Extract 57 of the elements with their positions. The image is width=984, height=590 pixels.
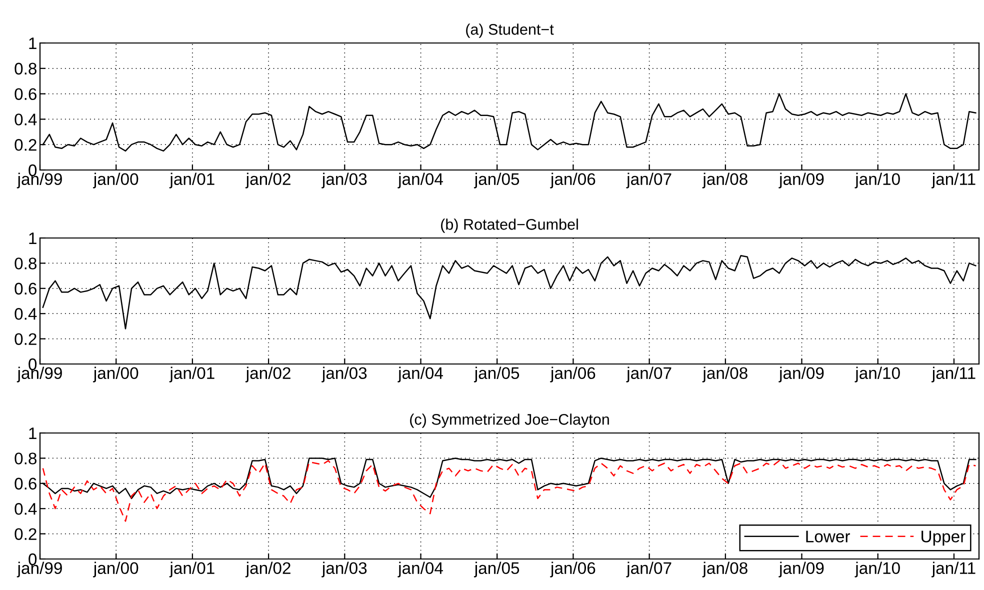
chart-title: (a) Student−t — [466, 24, 554, 38]
x-tick-label: jan/08 — [702, 366, 748, 382]
x-tick-label: jan/04 — [398, 172, 443, 188]
x-tick-label: jan/07 — [626, 562, 672, 578]
x-tick-label: jan/11 — [931, 366, 976, 382]
x-tick-label: jan/11 — [931, 562, 976, 578]
y-tick-label: 0.8 — [14, 452, 36, 464]
x-tick-label: jan/09 — [778, 562, 824, 578]
x-tick-label: jan/00 — [93, 172, 138, 188]
y-tick-label: 0.6 — [14, 88, 36, 100]
chart-title: (c) Symmetrized Joe−Clayton — [410, 414, 609, 428]
x-tick-label: jan/02 — [245, 562, 290, 578]
x-tick-label: jan/10 — [854, 172, 900, 188]
x-tick-label: jan/08 — [702, 562, 748, 578]
y-tick-label: 0.6 — [14, 478, 36, 490]
y-tick-label: 0.8 — [14, 62, 36, 75]
x-tick-label: jan/09 — [778, 366, 824, 382]
x-tick-label: jan/06 — [550, 366, 596, 382]
x-tick-label: jan/05 — [474, 562, 520, 578]
x-tick-label: jan/05 — [474, 172, 520, 188]
x-tick-label: jan/01 — [169, 172, 214, 188]
y-tick-label: 0.2 — [14, 528, 36, 540]
y-tick-label: 1 — [29, 232, 36, 244]
x-tick-label: jan/08 — [702, 172, 748, 188]
y-tick-label: 0.2 — [14, 139, 36, 151]
x-tick-label: jan/05 — [474, 366, 520, 382]
y-tick-label: 1 — [29, 38, 36, 50]
y-tick-label: 1 — [29, 428, 36, 440]
x-tick-label: jan/07 — [626, 366, 672, 382]
y-tick-label: 0.4 — [14, 308, 37, 320]
y-tick-label: 0.2 — [14, 333, 36, 346]
y-tick-label: 0.4 — [14, 503, 37, 515]
x-tick-label: jan/02 — [245, 366, 290, 382]
x-tick-label: jan/03 — [322, 562, 367, 578]
x-tick-label: jan/06 — [550, 562, 596, 578]
x-tick-label: jan/02 — [245, 172, 290, 188]
legend-label: Lower — [806, 530, 850, 542]
y-tick-label: 0.4 — [14, 114, 37, 126]
y-tick-label: 0.6 — [14, 282, 36, 295]
x-tick-label: jan/03 — [322, 366, 367, 382]
legend-label: Upper — [922, 530, 966, 546]
x-tick-label: jan/01 — [169, 562, 214, 578]
x-tick-label: jan/04 — [398, 366, 443, 382]
y-tick-label: 0.8 — [14, 258, 36, 270]
x-tick-label: jan/06 — [550, 172, 596, 188]
x-tick-label: jan/09 — [778, 172, 824, 188]
x-tick-label: jan/01 — [169, 366, 214, 382]
x-tick-label: jan/10 — [854, 562, 900, 578]
x-tick-label: jan/00 — [93, 366, 138, 382]
x-tick-label: jan/03 — [322, 172, 367, 188]
x-tick-label: jan/00 — [93, 562, 138, 578]
x-tick-label: jan/10 — [854, 366, 900, 382]
x-tick-label: jan/04 — [398, 562, 443, 578]
x-tick-label: jan/07 — [626, 172, 672, 188]
x-tick-label: jan/11 — [931, 172, 976, 188]
chart-title: (b) Rotated−Gumbel — [441, 218, 578, 233]
line-series — [42, 460, 976, 522]
